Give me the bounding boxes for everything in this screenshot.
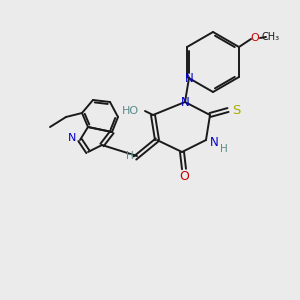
Text: S: S	[232, 103, 240, 116]
Text: O: O	[250, 33, 260, 43]
Text: H: H	[126, 151, 134, 161]
Text: N: N	[184, 73, 194, 85]
Text: N: N	[181, 95, 189, 109]
Text: CH₃: CH₃	[262, 32, 280, 42]
Text: N: N	[68, 133, 76, 143]
Text: O: O	[179, 170, 189, 184]
Text: HO: HO	[122, 106, 139, 116]
Text: N: N	[210, 136, 218, 148]
Text: H: H	[220, 144, 228, 154]
